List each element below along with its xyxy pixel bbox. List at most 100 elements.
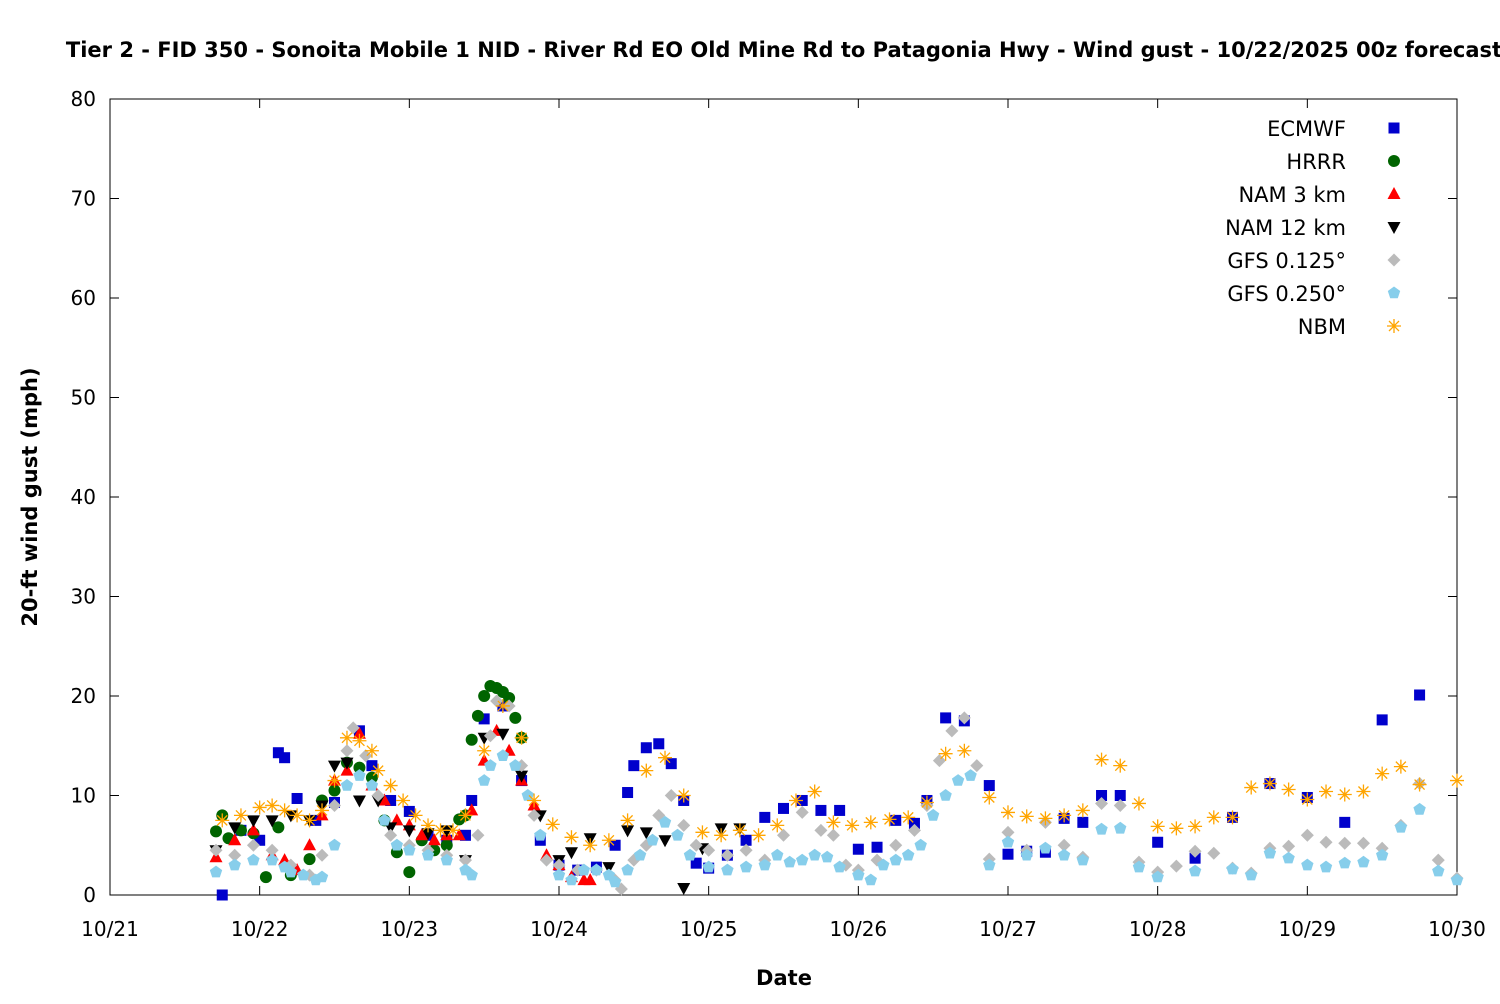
data-point — [834, 804, 846, 816]
data-point — [1001, 825, 1015, 839]
x-tick-label: 10/25 — [680, 917, 738, 941]
data-point — [478, 690, 491, 702]
data-point — [1337, 787, 1352, 802]
data-point — [814, 823, 828, 837]
data-point — [1393, 759, 1408, 774]
data-point — [252, 800, 267, 815]
data-point — [403, 843, 416, 856]
x-tick-label: 10/26 — [830, 917, 888, 941]
data-point — [1057, 808, 1072, 823]
data-point — [751, 828, 766, 843]
data-point — [259, 871, 272, 884]
data-point — [346, 721, 360, 735]
data-point — [1431, 853, 1445, 867]
data-point — [471, 828, 485, 842]
data-point — [970, 759, 984, 773]
data-point — [415, 828, 429, 841]
legend-label: NAM 3 km — [1238, 183, 1346, 207]
y-tick-label: 60 — [71, 286, 96, 310]
data-point — [496, 728, 510, 741]
data-point — [1020, 848, 1033, 861]
data-point — [353, 769, 366, 781]
data-point — [545, 817, 560, 832]
data-point — [272, 747, 284, 759]
data-point — [889, 838, 903, 852]
data-point — [939, 789, 952, 801]
data-point — [826, 815, 841, 830]
data-point — [440, 825, 454, 838]
data-point — [621, 825, 635, 838]
data-point — [403, 805, 415, 817]
legend-label: GFS 0.250° — [1227, 282, 1346, 306]
data-point — [265, 815, 279, 828]
data-point — [983, 858, 996, 871]
data-point — [291, 792, 303, 804]
data-point — [621, 863, 634, 876]
data-point — [315, 870, 329, 883]
data-point — [1189, 852, 1201, 864]
data-point — [1450, 773, 1464, 788]
data-point — [1226, 862, 1239, 875]
data-point — [640, 742, 652, 754]
data-point — [1131, 796, 1146, 811]
data-point — [609, 839, 621, 851]
data-point — [564, 847, 578, 860]
data-point — [608, 875, 622, 888]
data-point — [440, 853, 453, 866]
data-point — [452, 828, 466, 841]
data-point — [826, 828, 840, 842]
x-tick-label: 10/29 — [1279, 917, 1337, 941]
data-point — [565, 873, 578, 886]
data-point — [1038, 811, 1053, 826]
data-point — [908, 817, 920, 829]
data-point — [1113, 758, 1128, 773]
data-point — [396, 793, 411, 808]
y-tick-label: 70 — [71, 187, 96, 211]
data-point — [852, 868, 865, 881]
x-tick-label: 10/28 — [1129, 917, 1187, 941]
data-point — [246, 823, 260, 836]
data-point — [359, 749, 373, 763]
data-point — [1114, 790, 1126, 801]
data-point — [1132, 860, 1146, 873]
data-point — [1001, 805, 1015, 820]
legend-marker — [1388, 155, 1400, 167]
data-point — [458, 853, 472, 867]
data-point — [796, 853, 809, 866]
data-point — [254, 834, 266, 846]
data-point — [1114, 821, 1127, 834]
data-point — [340, 757, 354, 770]
data-point — [664, 789, 678, 802]
data-point — [833, 860, 846, 873]
data-point — [1432, 864, 1445, 877]
data-point — [1375, 766, 1390, 781]
data-point — [602, 862, 616, 875]
data-point — [628, 760, 640, 772]
data-point — [303, 838, 317, 851]
data-point — [340, 779, 354, 791]
legend-marker — [1387, 187, 1401, 199]
y-tick-label: 80 — [71, 87, 96, 111]
data-point — [1394, 820, 1408, 833]
data-point — [777, 828, 790, 842]
data-point — [216, 889, 228, 901]
data-point — [732, 823, 747, 838]
data-point — [890, 814, 902, 826]
data-point — [889, 853, 902, 866]
data-point — [403, 866, 416, 879]
data-point — [620, 813, 635, 828]
y-tick-label: 40 — [71, 485, 96, 509]
data-point — [1356, 836, 1370, 850]
data-point — [807, 784, 822, 799]
data-point — [540, 853, 554, 867]
data-point — [477, 743, 492, 758]
data-point — [328, 784, 341, 797]
legend-marker — [1387, 253, 1401, 267]
data-point — [364, 743, 379, 758]
legend-label: NAM 12 km — [1225, 216, 1346, 240]
data-point — [689, 838, 703, 852]
data-point — [371, 789, 385, 802]
data-point — [695, 825, 710, 840]
data-point — [901, 810, 916, 825]
data-point — [845, 818, 860, 833]
